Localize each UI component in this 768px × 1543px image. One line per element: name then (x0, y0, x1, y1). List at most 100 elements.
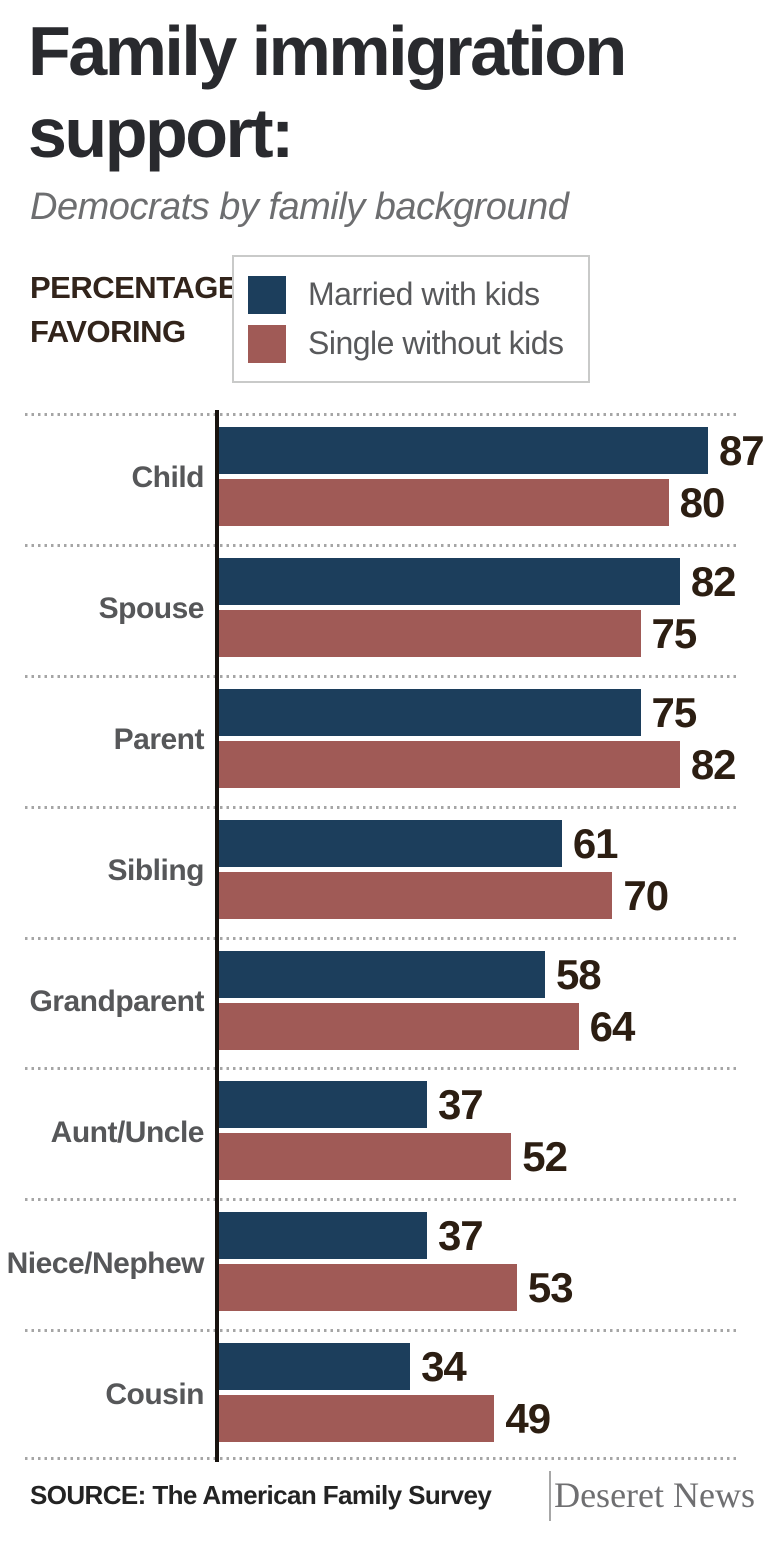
bar-single-without-kids (219, 1264, 517, 1312)
category-label: Cousin (105, 1377, 204, 1411)
page-title: Family immigration support: (28, 10, 627, 174)
bar-line: 37 (219, 1212, 768, 1260)
chart-row: Parent 75 82 (0, 674, 768, 806)
legend-swatch-married-with-kids (248, 275, 286, 314)
bar-line: 49 (219, 1395, 768, 1443)
bar-line: 82 (219, 557, 768, 605)
legend-item-single-without-kids: Single without kids (248, 324, 574, 363)
chart-row: Sibling 61 70 (0, 805, 768, 937)
bar-line: 80 (219, 479, 768, 526)
value-axis-label: PERCENTAGE FAVORING (30, 266, 239, 354)
value-label: 64 (589, 1002, 636, 1050)
bar-line: 70 (219, 871, 768, 919)
value-axis-label-line-1: PERCENTAGE (30, 270, 239, 305)
chart-row: Child 87 80 (0, 413, 768, 544)
bar-group: 58 64 (219, 937, 768, 1068)
bar-group: 37 53 (219, 1198, 768, 1329)
bar-single-without-kids (219, 740, 680, 788)
category-label: Aunt/Uncle (50, 1115, 205, 1149)
chart-row: Niece/Nephew 37 53 (0, 1198, 768, 1329)
bar-group: 87 80 (219, 413, 768, 544)
bar-line: 75 (219, 609, 768, 657)
row-separator-line (25, 1198, 739, 1202)
value-label: 37 (437, 1212, 484, 1260)
value-label: 37 (437, 1081, 484, 1129)
bar-single-without-kids (219, 479, 669, 526)
category-label: Sibling (107, 854, 205, 888)
chart-rows: Child 87 80 Spouse 82 75 Parent 75 82 Sibling 61 70… (0, 413, 768, 1460)
legend: Married with kids Single without kids (232, 255, 590, 383)
row-separator-line (25, 674, 739, 678)
bar-line: 64 (219, 1002, 768, 1050)
value-label: 61 (572, 819, 619, 867)
bar-single-without-kids (219, 609, 641, 657)
bar-single-without-kids (219, 1395, 495, 1443)
bar-single-without-kids (219, 871, 613, 919)
value-label: 75 (651, 688, 698, 736)
bar-married-with-kids (219, 1343, 411, 1391)
bar-line: 58 (219, 950, 768, 998)
category-label: Spouse (98, 592, 205, 626)
bar-line: 34 (219, 1343, 768, 1391)
chart-row: Grandparent 58 64 (0, 936, 768, 1068)
bar-line: 82 (219, 740, 768, 788)
value-label: 52 (522, 1133, 568, 1181)
category-label: Child (131, 461, 205, 495)
row-separator-line (25, 413, 739, 416)
bar-married-with-kids (219, 688, 641, 736)
category-label: Grandparent (29, 984, 204, 1018)
value-label: 34 (421, 1343, 467, 1391)
bar-chart: Child 87 80 Spouse 82 75 Parent 75 82 Sibling 61 70… (0, 410, 768, 1462)
legend-item-married-with-kids: Married with kids (248, 275, 574, 314)
chart-row: Spouse 82 75 (0, 543, 768, 675)
bar-single-without-kids (219, 1002, 579, 1050)
category-label: Parent (113, 723, 205, 757)
title-line-1: Family immigration (28, 12, 627, 90)
source-note: SOURCE: The American Family Survey (30, 1480, 492, 1510)
value-label: 80 (679, 479, 726, 526)
bar-group: 37 52 (219, 1067, 768, 1198)
value-label: 82 (690, 740, 737, 788)
chart-row: Aunt/Uncle 37 52 (0, 1067, 768, 1198)
legend-label-married-with-kids: Married with kids (308, 276, 540, 312)
row-separator-line (25, 1329, 739, 1333)
chart-row: Cousin 34 49 (0, 1329, 768, 1460)
category-axis-line (215, 410, 219, 1462)
title-line-2: support: (28, 94, 294, 172)
bar-single-without-kids (219, 1133, 512, 1181)
value-label: 53 (527, 1264, 574, 1312)
bar-group: 61 70 (219, 806, 768, 937)
bar-married-with-kids (219, 557, 680, 605)
footer-divider (549, 1471, 551, 1521)
value-label: 49 (505, 1395, 551, 1443)
bar-married-with-kids (219, 819, 562, 867)
row-separator-line (25, 805, 739, 809)
bar-line: 75 (219, 688, 768, 736)
row-separator-line (25, 543, 739, 547)
chart-subtitle: Democrats by family background (30, 186, 569, 228)
row-separator-line (25, 936, 739, 940)
bar-line: 61 (219, 819, 768, 867)
row-separator-line (25, 1067, 739, 1071)
bar-married-with-kids (219, 1081, 427, 1129)
bar-line: 37 (219, 1081, 768, 1129)
bar-group: 82 75 (219, 544, 768, 675)
bar-married-with-kids (219, 1212, 427, 1260)
bar-group: 34 49 (219, 1329, 768, 1460)
deseret-news-logo: Deseret News (554, 1475, 755, 1515)
bar-line: 87 (219, 427, 768, 474)
bar-line: 52 (219, 1133, 768, 1181)
value-label: 82 (690, 557, 737, 605)
bar-married-with-kids (219, 950, 545, 998)
value-label: 75 (651, 609, 698, 657)
legend-label-single-without-kids: Single without kids (308, 325, 564, 361)
value-label: 87 (718, 427, 765, 474)
value-label: 70 (623, 871, 669, 919)
bar-group: 75 82 (219, 675, 768, 806)
legend-swatch-single-without-kids (248, 324, 286, 363)
bar-line: 53 (219, 1264, 768, 1312)
category-label: Niece/Nephew (6, 1246, 205, 1280)
value-label: 58 (555, 950, 602, 998)
bottom-separator-line (25, 1457, 739, 1460)
